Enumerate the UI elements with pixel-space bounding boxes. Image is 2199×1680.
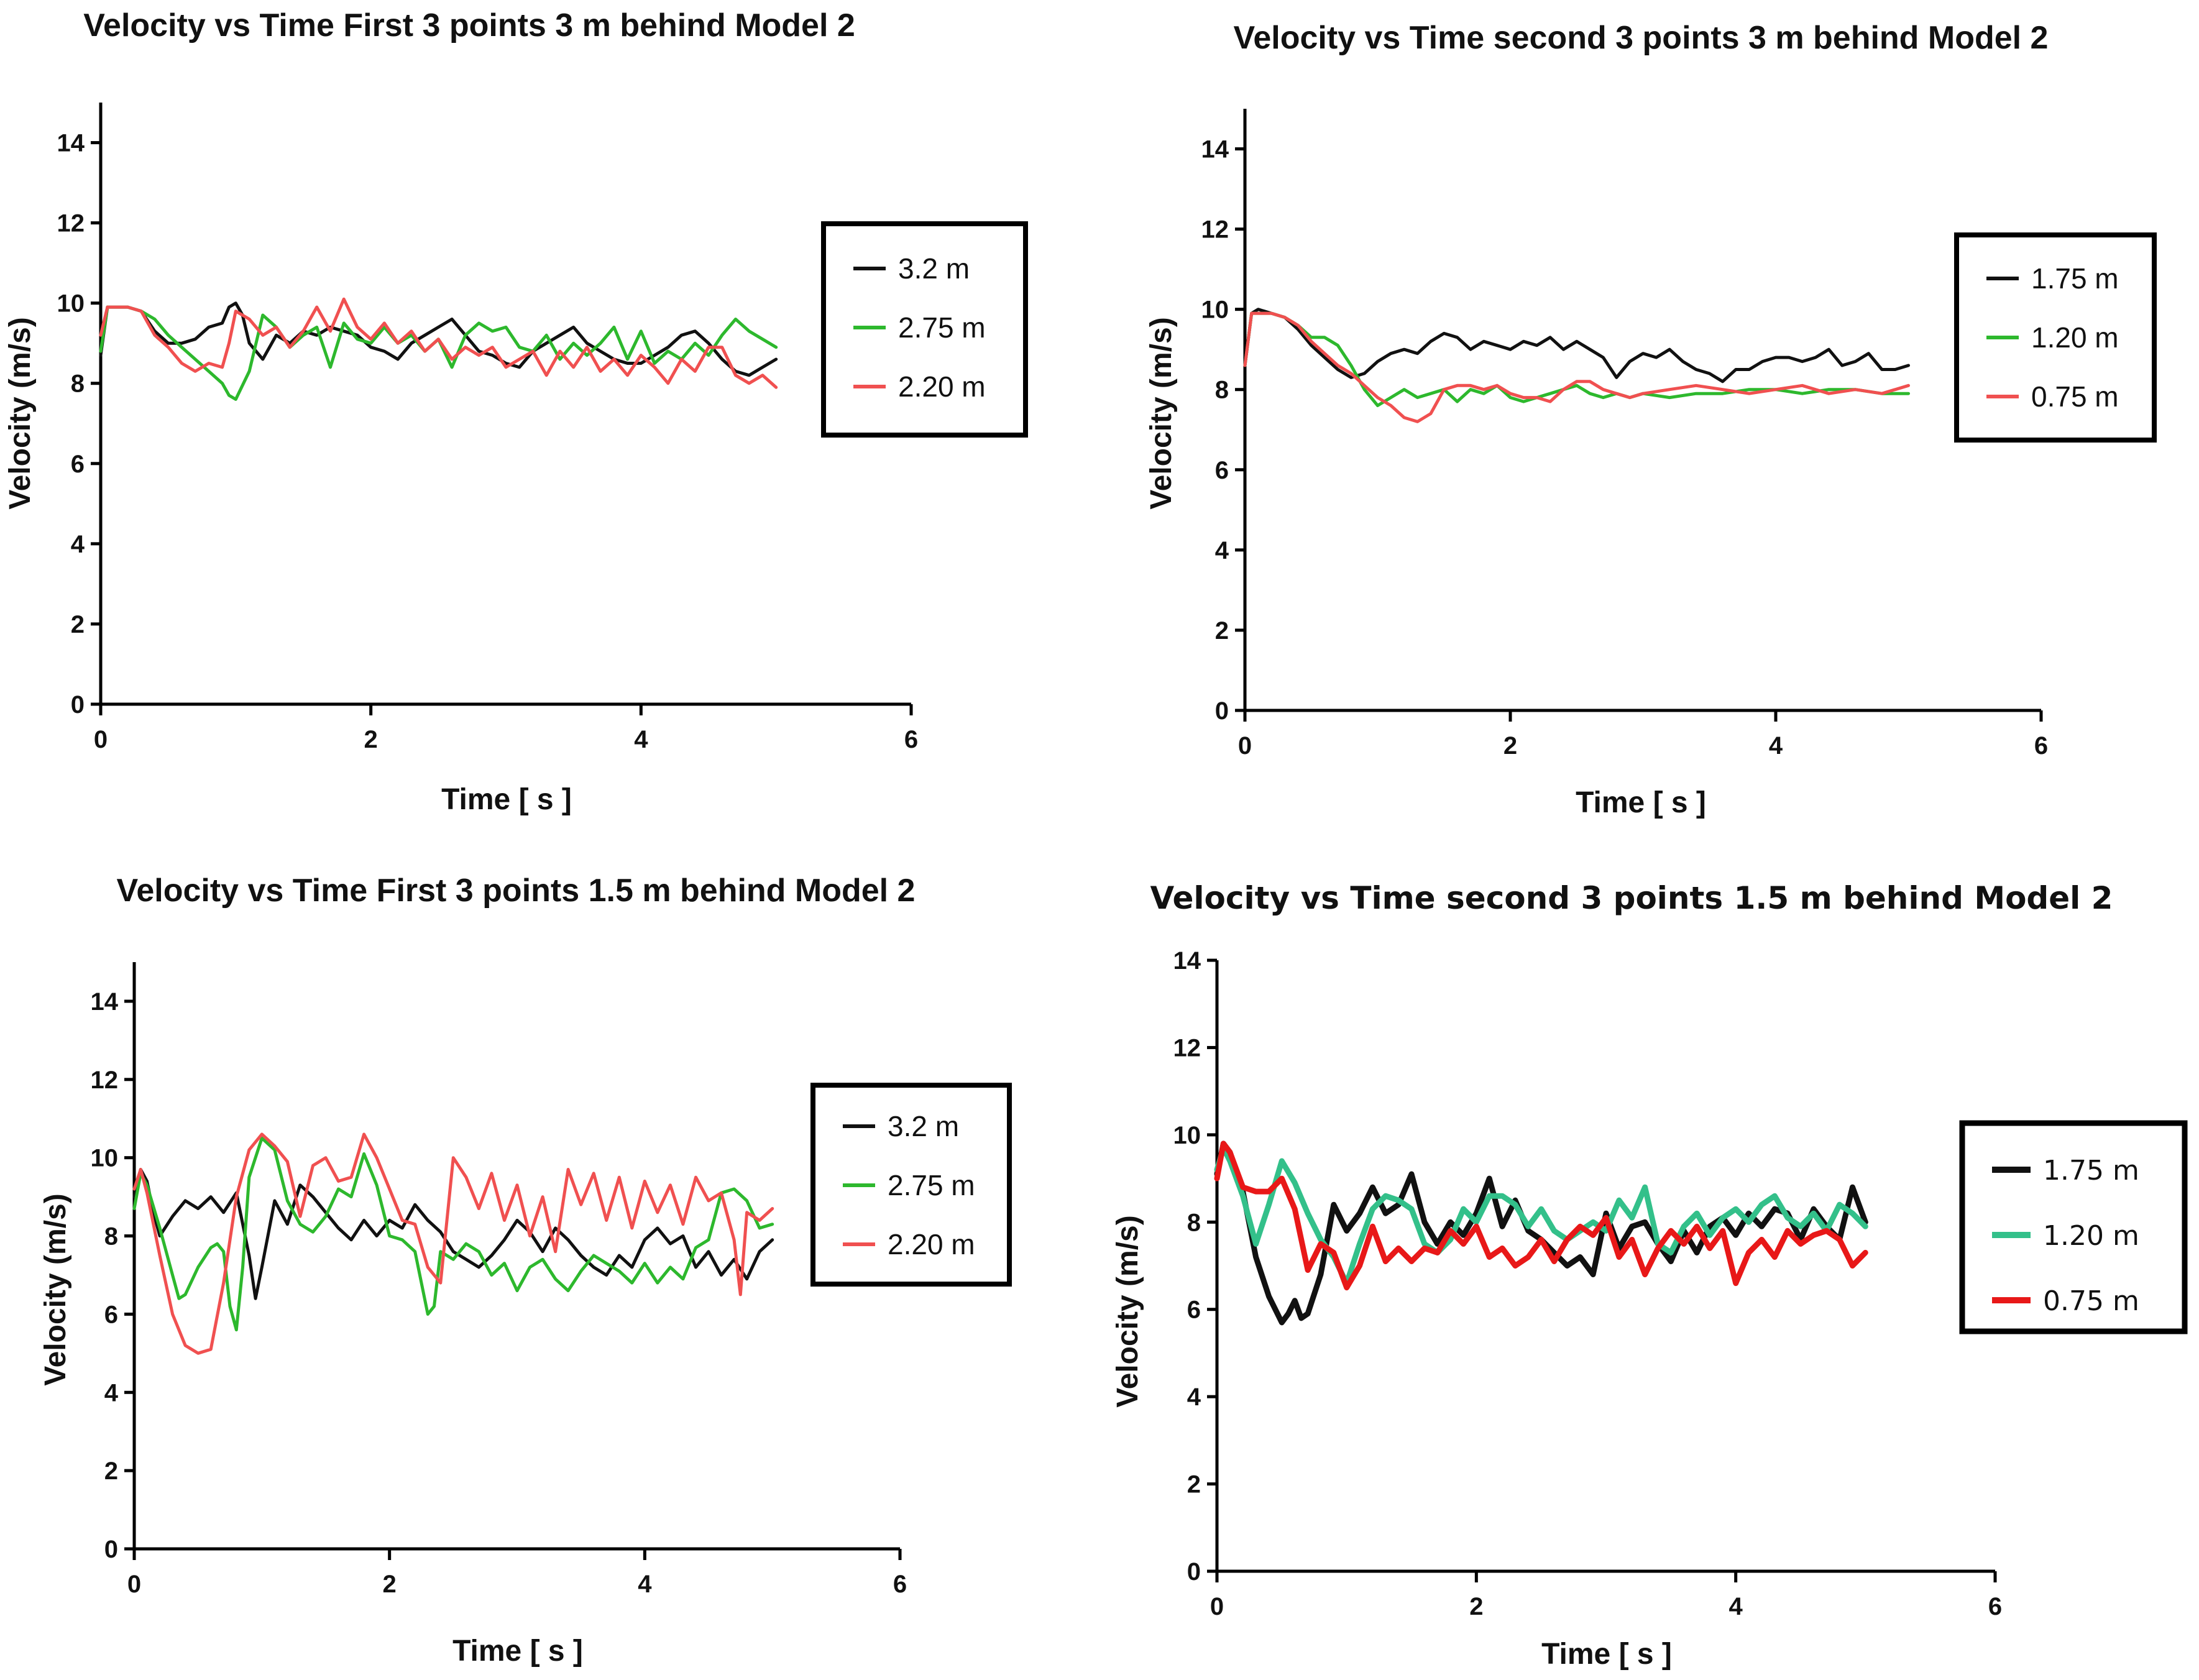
legend-label: 2.20 m <box>898 370 986 403</box>
legend-box <box>1959 1120 2188 1334</box>
y-tick-label: 14 <box>91 988 119 1016</box>
chart-title: Velocity vs Time second 3 points 3 m beh… <box>1234 20 2049 56</box>
y-tick-label: 14 <box>57 130 85 157</box>
series-line-3 <box>1214 1141 1868 1291</box>
legend-label: 2.75 m <box>898 311 986 344</box>
legend-label: 1.20 m <box>2043 1220 2139 1252</box>
series-line-1 <box>1214 1141 1868 1326</box>
x-tick-label: 0 <box>94 726 108 753</box>
legend: 3.2 m 2.75 m 2.20 m <box>810 1083 1012 1287</box>
y-tick-label: 12 <box>1173 1034 1201 1062</box>
plot-area: 0 2 4 6 8 10 12 14 0 2 4 6 1.75 m 1.20 m 0.75 m <box>1201 109 2157 760</box>
chart-panel-1: Velocity vs Time First 3 points 3 m behi… <box>4 7 1028 816</box>
x-axis-label: Time [ s ] <box>441 783 572 816</box>
plot-area: 0 2 4 6 8 10 12 14 0 2 4 6 1.75 m 1.20 m 0.75 m <box>1173 947 2188 1620</box>
y-tick-label: 6 <box>71 451 85 478</box>
chart-title: Velocity vs Time First 3 points 1.5 m be… <box>117 873 916 909</box>
series-line-2 <box>1214 1145 1868 1287</box>
chart-panel-4: Velocity vs Time second 3 points 1.5 m b… <box>1111 880 2188 1671</box>
legend-label: 3.2 m <box>888 1110 959 1142</box>
x-tick-label: 6 <box>893 1571 907 1598</box>
series-line-2 <box>99 305 778 401</box>
y-tick-label: 0 <box>71 691 85 718</box>
y-axis-label: Velocity (m/s) <box>1111 1215 1144 1407</box>
y-tick-label: 14 <box>1201 136 1229 163</box>
chart-title: Velocity vs Time second 3 points 1.5 m b… <box>1150 880 2113 916</box>
y-tick-label: 0 <box>1215 697 1229 725</box>
x-tick-label: 2 <box>1469 1593 1483 1620</box>
y-axis-label: Velocity (m/s) <box>1145 317 1178 509</box>
y-tick-label: 4 <box>71 531 85 558</box>
x-tick-label: 6 <box>904 726 918 753</box>
series-line-3 <box>132 1132 774 1355</box>
y-tick-label: 4 <box>1215 537 1229 564</box>
series-line-3 <box>99 297 778 389</box>
y-axis-label: Velocity (m/s) <box>4 317 37 509</box>
x-tick-label: 4 <box>1769 732 1783 760</box>
x-tick-label: 2 <box>383 1571 397 1598</box>
y-tick-label: 4 <box>104 1379 119 1407</box>
legend-label: 1.20 m <box>2031 321 2119 354</box>
y-tick-label: 2 <box>104 1457 118 1485</box>
x-tick-label: 2 <box>364 726 378 753</box>
series-line-2 <box>132 1136 774 1332</box>
chart-panel-2: Velocity vs Time second 3 points 3 m beh… <box>1145 20 2157 819</box>
y-tick-label: 14 <box>1173 947 1201 975</box>
legend-label: 0.75 m <box>2031 380 2119 413</box>
y-tick-label: 8 <box>71 370 85 398</box>
legend-label: 3.2 m <box>898 252 970 285</box>
legend-label: 0.75 m <box>2043 1285 2139 1317</box>
x-tick-label: 4 <box>638 1571 652 1598</box>
y-tick-label: 10 <box>91 1145 119 1172</box>
series-line-1 <box>1243 308 1910 383</box>
legend-label: 1.75 m <box>2031 262 2119 295</box>
y-tick-label: 0 <box>104 1536 118 1563</box>
y-tick-label: 6 <box>104 1301 118 1328</box>
series-line-2 <box>1243 311 1910 407</box>
y-tick-label: 6 <box>1215 457 1229 484</box>
x-tick-label: 0 <box>1238 732 1252 760</box>
y-tick-label: 0 <box>1187 1558 1201 1586</box>
x-tick-label: 4 <box>1729 1593 1743 1620</box>
x-tick-label: 2 <box>1503 732 1517 760</box>
legend: 1.75 m 1.20 m 0.75 m <box>1954 232 2157 443</box>
y-tick-label: 10 <box>1201 296 1229 324</box>
x-tick-label: 6 <box>2034 732 2048 760</box>
series-line-3 <box>1243 311 1910 423</box>
plot-area: 0 2 4 6 8 10 12 14 0 2 4 6 3.2 m 2.75 m 2.20 m <box>57 103 1028 753</box>
y-tick-label: 8 <box>1215 377 1229 404</box>
x-tick-label: 4 <box>634 726 648 753</box>
y-axis-label: Velocity (m/s) <box>39 1193 72 1385</box>
x-tick-label: 0 <box>127 1571 141 1598</box>
x-axis-label: Time [ s ] <box>1541 1638 1672 1671</box>
chart-title: Velocity vs Time First 3 points 3 m behi… <box>83 7 855 44</box>
chart-panel-3: Velocity vs Time First 3 points 1.5 m be… <box>39 873 1012 1668</box>
y-tick-label: 12 <box>57 210 85 237</box>
x-tick-label: 0 <box>1210 1593 1224 1620</box>
plot-area: 0 2 4 6 8 10 12 14 0 2 4 6 3.2 m 2.75 m 2.20 m <box>91 962 1012 1598</box>
y-tick-label: 12 <box>91 1067 119 1094</box>
x-axis-label: Time [ s ] <box>452 1635 583 1668</box>
legend: 1.75 m 1.20 m 0.75 m <box>1959 1120 2188 1334</box>
y-tick-label: 6 <box>1187 1297 1201 1324</box>
y-tick-label: 8 <box>1187 1209 1201 1236</box>
y-tick-label: 10 <box>1173 1122 1201 1149</box>
y-tick-label: 2 <box>1187 1471 1201 1499</box>
legend: 3.2 m 2.75 m 2.20 m <box>821 221 1028 438</box>
y-tick-label: 4 <box>1187 1384 1201 1411</box>
y-tick-label: 12 <box>1201 216 1229 244</box>
y-tick-label: 8 <box>104 1223 118 1251</box>
x-tick-label: 6 <box>1988 1593 2002 1620</box>
legend-label: 2.20 m <box>888 1228 975 1260</box>
legend-label: 2.75 m <box>888 1169 975 1201</box>
y-tick-label: 2 <box>1215 617 1229 645</box>
y-tick-label: 10 <box>57 290 85 318</box>
x-axis-label: Time [ s ] <box>1576 786 1706 819</box>
y-tick-label: 2 <box>71 611 85 638</box>
legend-label: 1.75 m <box>2043 1155 2139 1187</box>
series-line-1 <box>132 1168 774 1300</box>
